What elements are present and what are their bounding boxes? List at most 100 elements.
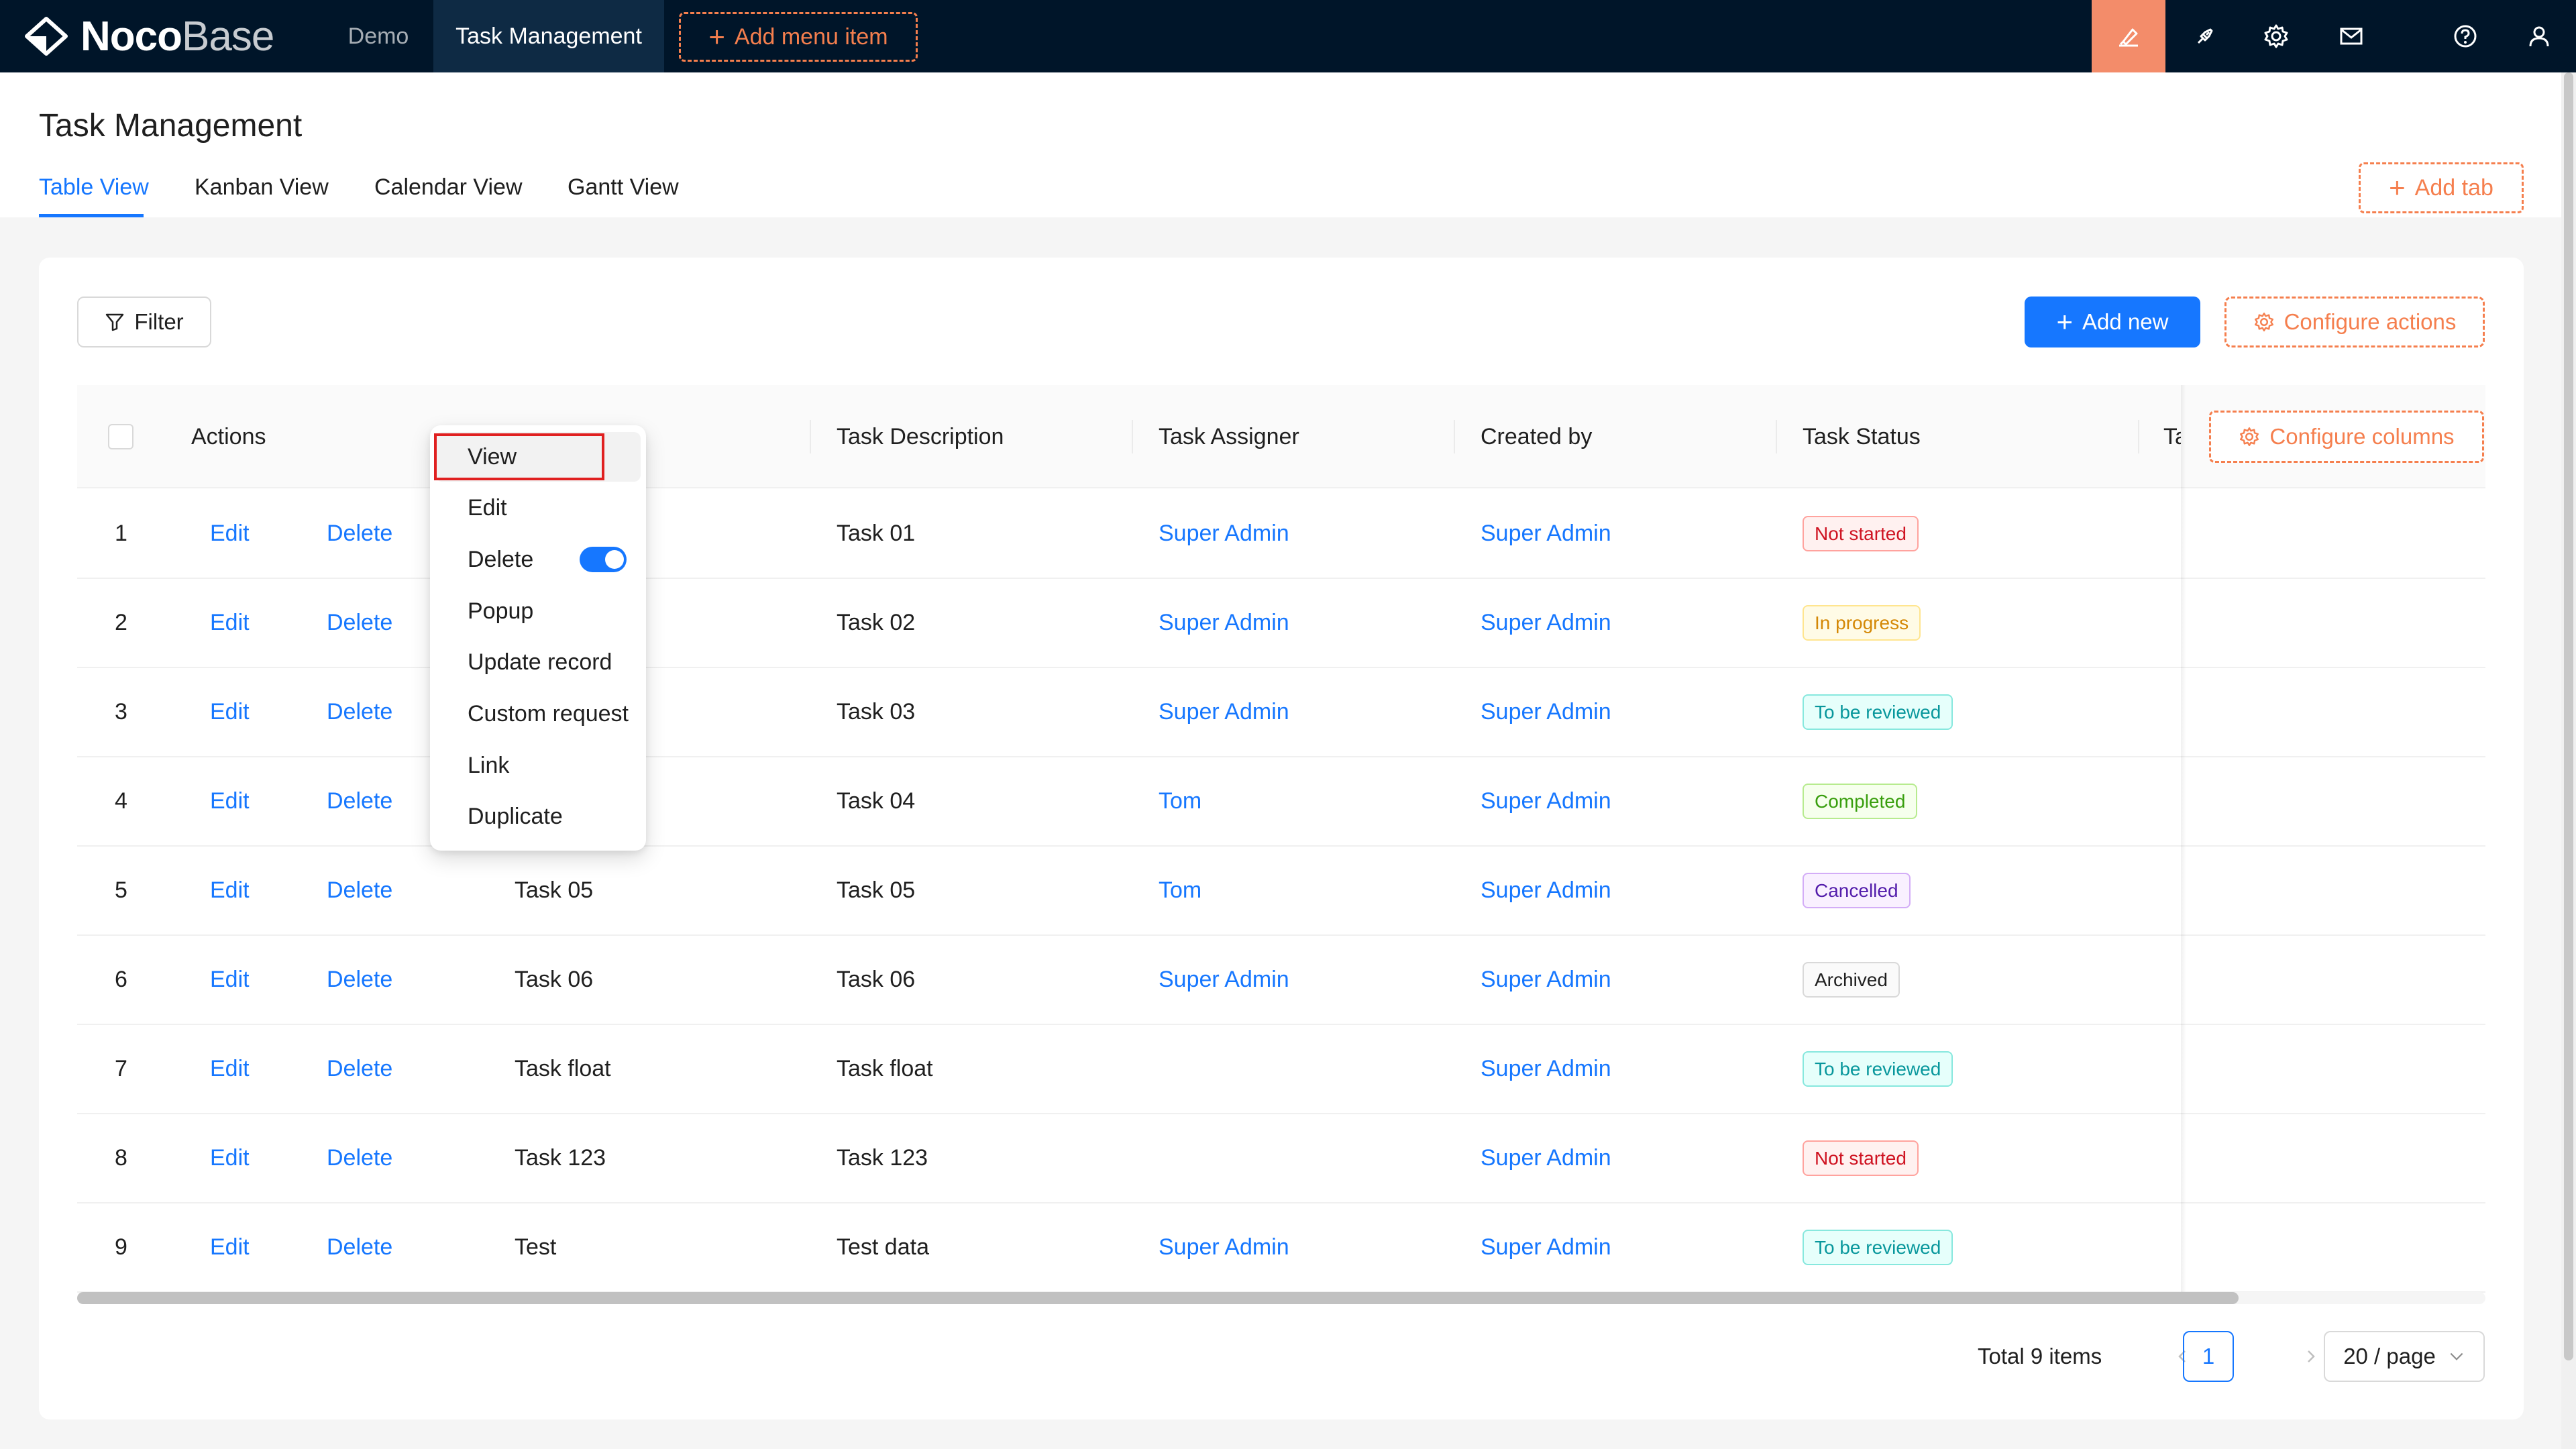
row-edit-link[interactable]: Edit: [210, 877, 250, 903]
select-all-checkbox[interactable]: [108, 424, 133, 449]
row-edit-link[interactable]: Edit: [210, 1145, 250, 1171]
row-number: 5: [115, 877, 127, 903]
dropdown-item-view[interactable]: View: [435, 432, 641, 482]
cell-created-by[interactable]: Super Admin: [1481, 1145, 1611, 1171]
cell-created-by[interactable]: Super Admin: [1481, 610, 1611, 635]
cell-created-by[interactable]: Super Admin: [1481, 877, 1611, 903]
cell-created-by[interactable]: Super Admin: [1481, 967, 1611, 992]
active-tab-indicator: [39, 214, 144, 217]
horizontal-scrollbar[interactable]: [77, 1292, 2485, 1304]
cell-created-by[interactable]: Super Admin: [1481, 1056, 1611, 1081]
configure-actions-button[interactable]: Configure actions: [2224, 297, 2485, 347]
tab-table-view[interactable]: Table View: [39, 174, 149, 200]
dropdown-item-custom-request[interactable]: Custom request: [468, 700, 629, 727]
cell-task-status: Cancelled: [1803, 847, 1911, 934]
cell-created-by[interactable]: Super Admin: [1481, 699, 1611, 724]
cell-task-assigner[interactable]: Super Admin: [1159, 610, 1289, 635]
row-number: 7: [115, 1056, 127, 1081]
row-number: 6: [115, 967, 127, 992]
column-header-created-by: Created by: [1481, 423, 1593, 449]
row-number: 3: [115, 699, 127, 724]
row-edit-link[interactable]: Edit: [210, 788, 250, 814]
vertical-scrollbar[interactable]: [2561, 72, 2576, 1449]
add-menu-item-label: Add menu item: [734, 23, 888, 50]
mail-button[interactable]: [2314, 0, 2388, 72]
cell-task-status: To be reviewed: [1803, 668, 1953, 756]
filter-button[interactable]: Filter: [77, 297, 211, 347]
vertical-scrollbar-thumb[interactable]: [2564, 72, 2573, 1360]
pagination-page-1[interactable]: 1: [2183, 1331, 2234, 1382]
table-row: 2 Edit Delete Task 02 Super Admin Super Admin…: [77, 579, 2485, 668]
pagination-next-button[interactable]: [2297, 1331, 2324, 1382]
status-tag: In progress: [1803, 604, 1921, 641]
dropdown-item-edit[interactable]: Edit: [468, 494, 507, 521]
row-delete-link[interactable]: Delete: [327, 967, 393, 992]
dropdown-item-duplicate[interactable]: Duplicate: [468, 803, 563, 829]
row-delete-link[interactable]: Delete: [327, 1234, 393, 1260]
row-edit-link[interactable]: Edit: [210, 610, 250, 635]
row-delete-link[interactable]: Delete: [327, 610, 393, 635]
row-delete-link[interactable]: Delete: [327, 788, 393, 814]
column-header-truncated: Ta: [2163, 423, 2181, 449]
filter-icon: [106, 313, 124, 331]
help-icon: [2454, 25, 2477, 48]
row-edit-link[interactable]: Edit: [210, 699, 250, 724]
cell-task-description: Test data: [837, 1234, 929, 1260]
horizontal-scrollbar-thumb[interactable]: [77, 1292, 2239, 1304]
menu-item-demo[interactable]: Demo: [347, 23, 409, 49]
tab-calendar-view[interactable]: Calendar View: [374, 174, 523, 200]
cell-task-assigner[interactable]: Super Admin: [1159, 521, 1289, 546]
tab-gantt-view[interactable]: Gantt View: [568, 174, 679, 200]
dropdown-item-update-record[interactable]: Update record: [468, 649, 612, 675]
dropdown-item-delete[interactable]: Delete: [435, 535, 641, 584]
help-button[interactable]: [2428, 0, 2502, 72]
row-edit-link[interactable]: Edit: [210, 967, 250, 992]
cell-task-assigner[interactable]: Super Admin: [1159, 1234, 1289, 1260]
tab-kanban-view[interactable]: Kanban View: [195, 174, 329, 200]
row-delete-link[interactable]: Delete: [327, 877, 393, 903]
row-edit-link[interactable]: Edit: [210, 1234, 250, 1260]
cell-task-assigner[interactable]: Super Admin: [1159, 699, 1289, 724]
row-edit-link[interactable]: Edit: [210, 521, 250, 546]
row-delete-link[interactable]: Delete: [327, 1056, 393, 1081]
settings-gear-icon: [2240, 427, 2259, 446]
cell-created-by[interactable]: Super Admin: [1481, 521, 1611, 546]
cell-task-assigner[interactable]: Tom: [1159, 788, 1202, 814]
nocobase-logo[interactable]: Noco Base: [24, 13, 274, 60]
status-tag: To be reviewed: [1803, 1229, 1953, 1266]
ui-editor-button[interactable]: [2092, 0, 2165, 72]
column-header-task-description: Task Description: [837, 423, 1004, 449]
configure-columns-button[interactable]: Configure columns: [2209, 411, 2484, 463]
settings-button[interactable]: [2239, 0, 2313, 72]
page-size-select[interactable]: 20 / page: [2324, 1331, 2485, 1382]
menu-item-task-management[interactable]: Task Management: [433, 0, 664, 72]
status-tag: Cancelled: [1803, 872, 1911, 909]
cell-task-name: Task 123: [515, 1145, 606, 1171]
table-row: 7 Edit Delete Task float Task float Super Adm…: [77, 1025, 2485, 1114]
cell-task-name: Task 06: [515, 967, 594, 992]
user-menu-button[interactable]: [2502, 0, 2576, 72]
dropdown-item-link[interactable]: Link: [468, 752, 510, 778]
row-delete-link[interactable]: Delete: [327, 521, 393, 546]
cell-task-status: Not started: [1803, 490, 1919, 578]
dropdown-item-popup[interactable]: Popup: [468, 598, 534, 624]
cell-task-status: Completed: [1803, 757, 1918, 845]
row-delete-link[interactable]: Delete: [327, 699, 393, 724]
cell-task-status: To be reviewed: [1803, 1203, 1953, 1291]
cell-created-by[interactable]: Super Admin: [1481, 1234, 1611, 1260]
add-tab-button[interactable]: + Add tab: [2359, 162, 2524, 213]
column-header-task-status: Task Status: [1803, 423, 1921, 449]
table-row: 4 Edit Delete Task 04 Tom Super Admin Complete…: [77, 757, 2485, 847]
add-new-button[interactable]: + Add new: [2025, 297, 2200, 347]
add-menu-item-button[interactable]: + Add menu item: [679, 12, 918, 62]
plugin-manager-button[interactable]: [2168, 0, 2242, 72]
add-tab-label: Add tab: [2414, 174, 2493, 201]
fixed-column-shadow: [2181, 385, 2186, 1297]
row-delete-link[interactable]: Delete: [327, 1145, 393, 1171]
cell-created-by[interactable]: Super Admin: [1481, 788, 1611, 814]
cell-task-assigner[interactable]: Super Admin: [1159, 967, 1289, 992]
top-navigation-bar: Noco Base Demo Task Management + Add men…: [0, 0, 2576, 72]
row-edit-link[interactable]: Edit: [210, 1056, 250, 1081]
cell-task-assigner[interactable]: Tom: [1159, 877, 1202, 903]
delete-toggle-switch[interactable]: [580, 547, 627, 572]
